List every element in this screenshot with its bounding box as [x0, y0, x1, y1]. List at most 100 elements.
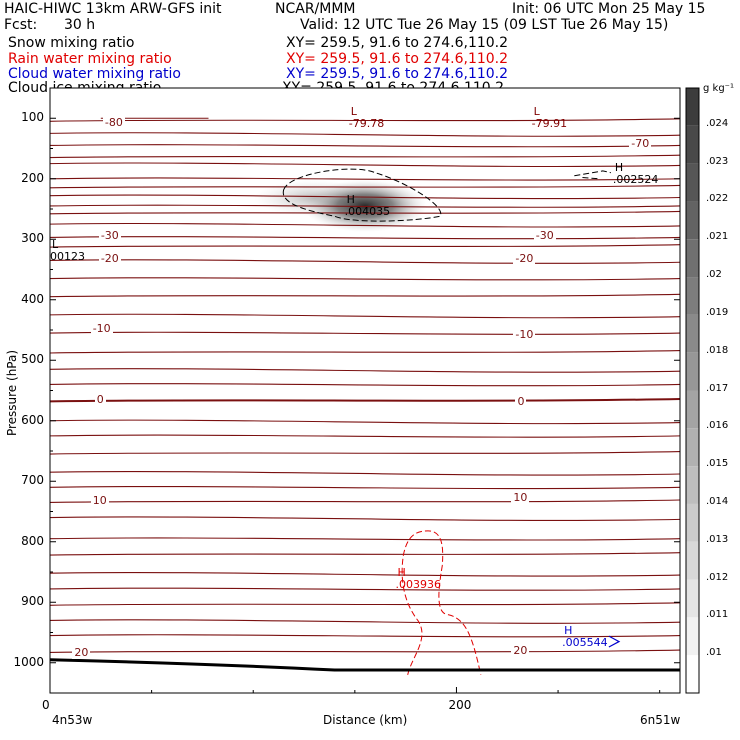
extremum-kind: L	[52, 237, 59, 251]
isotherm-line	[49, 331, 681, 335]
colorbar-cell	[686, 277, 699, 315]
field-rain-name: Rain water mixing ratio	[8, 51, 172, 67]
rain-contours	[401, 530, 482, 675]
init-time: Init: 06 UTC Mon 25 May 15	[512, 1, 706, 17]
isotherm-label: 10	[511, 491, 530, 505]
isotherm-label: 10	[90, 494, 109, 508]
isotherm-line	[49, 293, 681, 298]
isotherm-line	[49, 236, 681, 240]
colorbar-cell	[686, 579, 699, 618]
colorbar-cell	[686, 390, 699, 429]
isotherm-line	[49, 649, 681, 654]
isotherm-line	[49, 194, 681, 200]
isotherm-line	[49, 470, 681, 476]
colorbar-level-label: .01	[706, 647, 722, 659]
ice-contour-small	[574, 170, 612, 180]
isotherm-line	[49, 259, 681, 264]
colorbar	[685, 87, 700, 694]
extremum-value: .005544	[562, 635, 608, 649]
fcst-value: 30 h	[64, 17, 96, 33]
extremum-value: -79.91	[531, 117, 568, 131]
isotherm-line	[49, 602, 681, 606]
colorbar-level-label: .022	[706, 193, 729, 205]
y-tick-label: 200	[21, 170, 44, 185]
cloudwater-contours	[608, 635, 621, 648]
isotherm-label: -10	[513, 328, 536, 342]
isotherm-line	[49, 118, 681, 122]
fcst-label: Fcst:	[4, 17, 38, 33]
colorbar-level-label: .015	[706, 458, 729, 470]
isotherm-line	[49, 222, 681, 228]
x-tick-label: 200	[448, 698, 472, 712]
isotherm-line	[49, 132, 681, 137]
isotherm-line	[49, 154, 681, 159]
field-snow-xy: XY= 259.5, 91.6 to 274.6,110.2	[286, 35, 509, 51]
colorbar-cell	[686, 541, 699, 580]
isotherm-line	[49, 485, 681, 490]
colorbar-level-label: .021	[706, 231, 729, 243]
colorbar-level-label: .012	[706, 571, 729, 583]
x-tick-label: 0	[42, 698, 50, 712]
isotherm-line	[49, 277, 681, 281]
extremum-value: .003936	[395, 578, 441, 592]
colorbar-level-label: .011	[706, 609, 729, 621]
colorbar-cell	[686, 163, 699, 202]
colorbar-level-label: .014	[706, 495, 729, 507]
field-snow-name: Snow mixing ratio	[8, 35, 135, 51]
isotherm-line	[49, 434, 681, 438]
isotherm-line	[49, 204, 681, 208]
isotherm-label: 20	[511, 644, 530, 658]
colorbar-border	[685, 87, 700, 694]
extremum-kind: H	[564, 623, 573, 637]
isotherm-label: -30	[533, 229, 556, 243]
colorbar-unit: g kg⁻¹	[703, 83, 734, 94]
isotherm-line	[49, 419, 681, 425]
cloudwater-marker	[608, 635, 621, 648]
chart-title: HAIC-HIWC 13km ARW-GFS init	[4, 1, 222, 17]
colorbar-level-label: .018	[706, 344, 729, 356]
colorbar-cell	[686, 125, 699, 164]
colorbar-level-label: .013	[706, 533, 729, 545]
isotherm-line	[49, 350, 681, 354]
colorbar-level-label: .024	[706, 117, 729, 129]
colorbar-level-label: .023	[706, 155, 729, 167]
isotherm-line	[49, 499, 681, 503]
colorbar-cell	[686, 503, 699, 542]
isotherm-label: -20	[98, 252, 121, 266]
extremum-value: 00123	[50, 249, 85, 263]
y-tick-label: 300	[21, 231, 44, 246]
colorbar-cell	[686, 201, 699, 240]
terrain-line	[49, 658, 680, 672]
isotherm-line	[49, 516, 681, 521]
isotherm-label: 0	[94, 393, 106, 407]
extremum-kind: H	[614, 160, 624, 174]
isotherm-line	[49, 537, 681, 541]
y-tick-label: 700	[21, 473, 44, 488]
isotherm-line	[49, 144, 681, 148]
field-rain-xy: XY= 259.5, 91.6 to 274.6,110.2	[286, 51, 509, 67]
isotherm-label: -30	[98, 229, 121, 243]
isotherm-line	[49, 313, 681, 319]
ice-contours	[282, 168, 612, 222]
terrain-surface	[49, 658, 680, 672]
isotherm-line	[49, 368, 681, 373]
isotherm-line	[49, 177, 681, 181]
y-tick-label: 900	[21, 594, 44, 609]
x-right-point: 6n51w	[640, 713, 681, 727]
colorbar-level-label: .02	[706, 269, 722, 281]
colorbar-cell	[686, 314, 699, 353]
isotherm-label: -70	[629, 137, 652, 151]
center-label: NCAR/MMM	[275, 1, 356, 17]
isotherm-line	[49, 587, 681, 591]
y-tick-label: 500	[21, 352, 44, 367]
field-cloudwater-xy: XY= 259.5, 91.6 to 274.6,110.2	[286, 66, 509, 82]
colorbar-cell	[686, 428, 699, 467]
isotherm-lines	[49, 117, 681, 654]
colorbar-level-label: .019	[706, 306, 729, 318]
isotherm-line	[49, 210, 681, 215]
extremum-kind: L	[350, 105, 357, 119]
isotherm-label: 20	[72, 645, 91, 659]
y-tick-label: 600	[21, 412, 44, 427]
extremum-value: .004035	[344, 204, 391, 218]
